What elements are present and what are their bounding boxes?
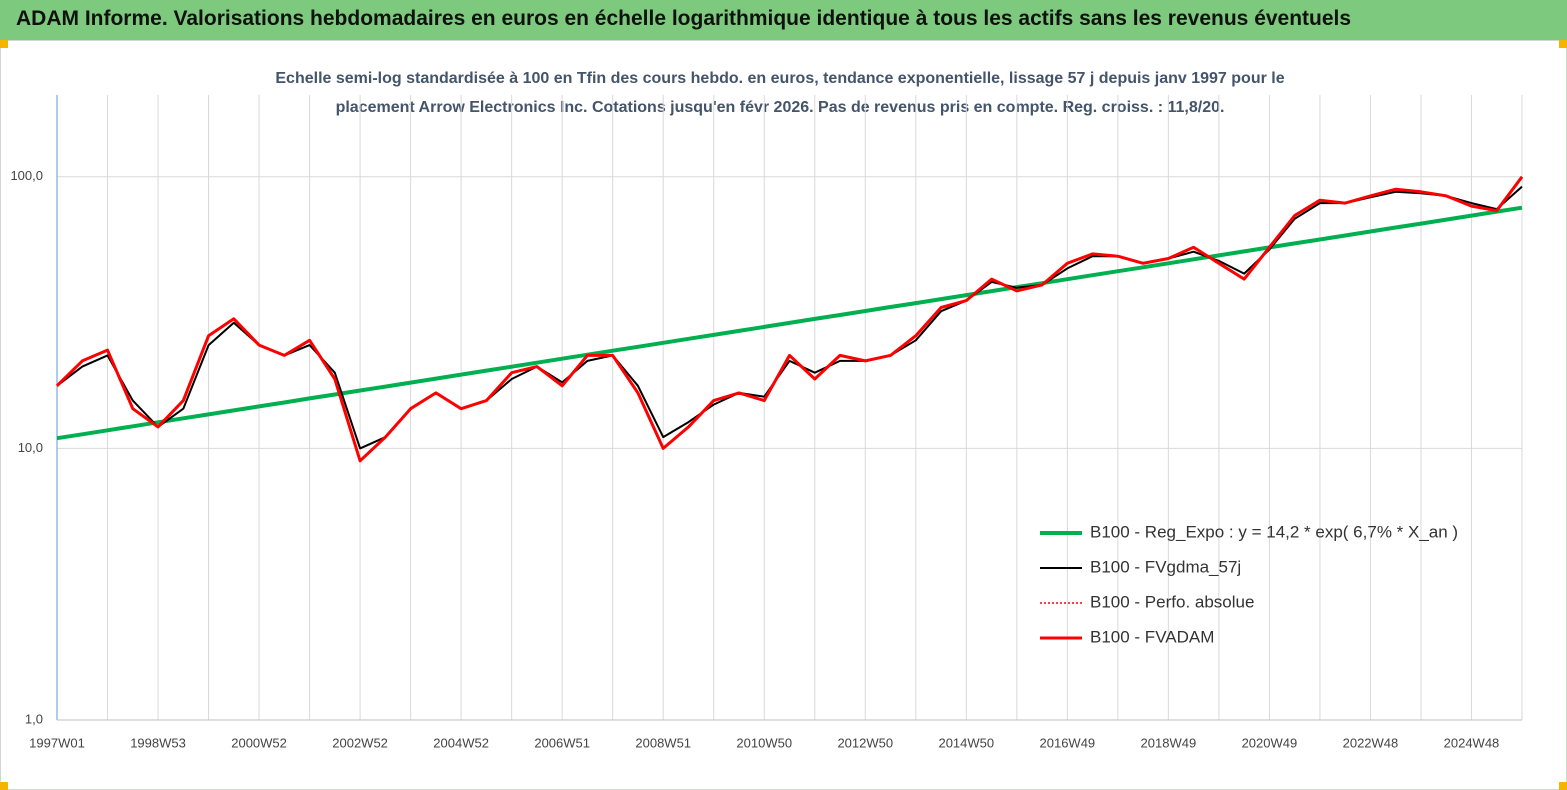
x-tick-label: 2024W48 [1444, 735, 1500, 750]
x-tick-label: 2006W51 [534, 735, 590, 750]
x-tick-label: 2008W51 [635, 735, 691, 750]
x-tick-label: 2014W50 [938, 735, 994, 750]
corner [0, 782, 8, 790]
x-tick-label: 2020W49 [1242, 735, 1298, 750]
x-tick-label: 1998W53 [130, 735, 186, 750]
y-tick-label: 10,0 [18, 440, 43, 455]
page-title: ADAM Informe. Valorisations hebdomadaire… [16, 7, 1352, 30]
x-tick-label: 2004W52 [433, 735, 489, 750]
legend-label: B100 - FVgdma_57j [1090, 557, 1241, 576]
chart-subtitle: placement Arrow Electronics Inc. Cotatio… [336, 99, 1225, 116]
corner [0, 40, 8, 48]
legend-label: B100 - Reg_Expo : y = 14,2 * exp( 6,7% *… [1090, 522, 1458, 541]
x-tick-label: 2022W48 [1343, 735, 1399, 750]
x-tick-label: 2002W52 [332, 735, 388, 750]
x-tick-label: 2000W52 [231, 735, 287, 750]
x-tick-label: 2010W50 [736, 735, 792, 750]
chart-subtitle: Echelle semi-log standardisée à 100 en T… [275, 70, 1284, 87]
legend-label: B100 - Perfo. absolue [1090, 592, 1254, 611]
y-tick-label: 1,0 [25, 711, 43, 726]
x-tick-label: 1997W01 [29, 735, 85, 750]
x-tick-label: 2012W50 [837, 735, 893, 750]
header-bar: ADAM Informe. Valorisations hebdomadaire… [0, 0, 1567, 40]
series-line [55, 175, 1524, 463]
series-line [56, 185, 1523, 450]
y-tick-label: 100,0 [10, 168, 43, 183]
series-line [56, 205, 1523, 441]
legend-label: B100 - FVADAM [1090, 627, 1214, 646]
corner [1559, 782, 1567, 790]
x-tick-label: 2016W49 [1040, 735, 1096, 750]
series-line [56, 176, 1523, 462]
x-tick-label: 2018W49 [1141, 735, 1197, 750]
corner [1559, 40, 1567, 48]
